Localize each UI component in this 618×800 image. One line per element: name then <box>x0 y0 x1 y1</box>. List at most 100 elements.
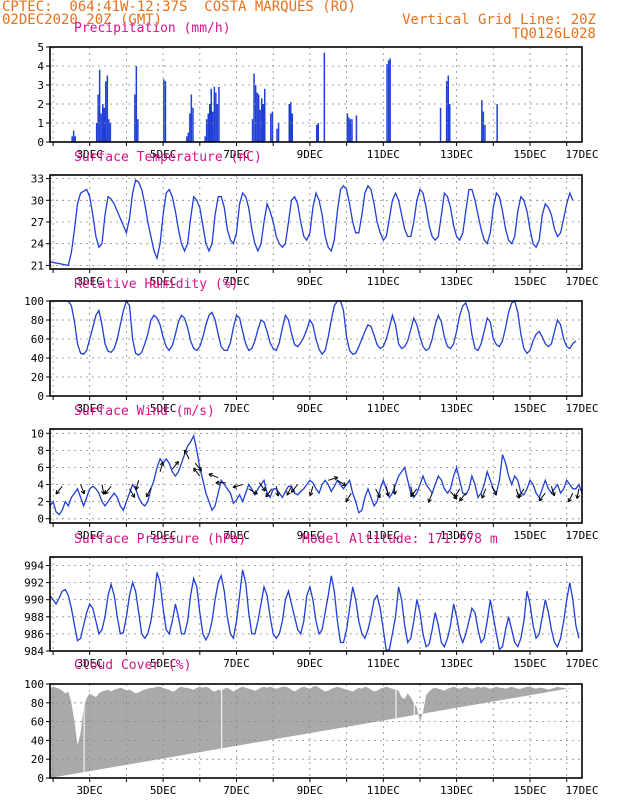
wind-arrow <box>518 488 525 498</box>
y-tick-label: 27 <box>31 216 44 229</box>
precip-bar <box>276 128 278 142</box>
wind-arrowhead <box>200 467 202 472</box>
wind-arrow <box>538 492 546 502</box>
panel-title: Cloud Cover (%) <box>74 658 191 673</box>
x-tick-label: 5DEC <box>150 275 177 288</box>
precip-bar <box>439 107 442 142</box>
precip-bar <box>349 119 352 142</box>
wind-arrowhead <box>177 461 179 466</box>
precip-bar <box>190 94 193 142</box>
precip-bar <box>74 136 76 142</box>
wind-arrowhead <box>575 494 578 499</box>
y-tick-label: 984 <box>24 645 44 658</box>
wind-arrow <box>275 486 279 497</box>
wind-arrow <box>258 482 266 492</box>
panel-title: Precipitation (mm/h) <box>74 21 231 36</box>
y-tick-label: 100 <box>24 295 44 308</box>
precip-bar <box>496 104 498 142</box>
wind-arrowhead <box>385 492 389 497</box>
wind-arrowhead <box>568 499 572 503</box>
wind-arrowhead <box>135 486 139 491</box>
precip-bar <box>482 111 485 142</box>
precip-bar <box>105 81 107 142</box>
x-tick-label: 11DEC <box>367 657 400 670</box>
x-tick-label: 9DEC <box>297 784 324 797</box>
x-tick-label: 17DEC <box>565 148 598 161</box>
precip-bar <box>205 119 208 142</box>
y-tick-label: 8 <box>37 444 44 457</box>
cloud-gap <box>83 686 85 776</box>
precip-bar <box>445 81 448 142</box>
wind-arrowhead <box>459 496 461 501</box>
y-tick-label: 4 <box>37 60 44 73</box>
wind-arrowhead <box>215 482 220 486</box>
wind-arrowhead <box>538 498 543 502</box>
wind-arrow <box>454 488 461 498</box>
wind-arrowhead <box>345 499 350 503</box>
precip-bar <box>262 104 264 142</box>
precip-bar <box>254 85 257 142</box>
vertical-grid-line-note: Vertical Grid Line: 20Z <box>402 12 596 28</box>
wind-arrow <box>328 476 338 481</box>
y-tick-label: 0 <box>37 513 44 526</box>
precip-bar <box>389 58 391 142</box>
wind-arrowhead <box>387 492 390 497</box>
x-tick-label: 15DEC <box>513 402 546 415</box>
precip-bar <box>351 119 353 142</box>
series-line <box>49 569 580 653</box>
wind-arrowhead <box>551 492 555 497</box>
wind-arrow <box>55 485 63 495</box>
x-tick-label: 17DEC <box>565 784 598 797</box>
precip-bar <box>447 75 449 142</box>
wind-arrowhead <box>193 467 198 471</box>
x-tick-label: 9DEC <box>297 148 324 161</box>
cloud-cover-area <box>50 685 573 778</box>
y-tick-label: 3 <box>37 79 44 92</box>
precip-bar <box>288 104 290 142</box>
x-tick-label: 11DEC <box>367 784 400 797</box>
x-tick-label: 5DEC <box>150 529 177 542</box>
x-tick-label: 13DEC <box>440 657 473 670</box>
precip-bar <box>316 124 318 142</box>
wind-arrowhead <box>481 494 483 499</box>
precip-bar <box>187 132 190 142</box>
precip-bar <box>164 81 167 142</box>
panel-frame <box>49 683 583 779</box>
wind-arrow <box>550 486 555 496</box>
series-line <box>49 433 583 516</box>
y-tick-label: 5 <box>37 41 44 54</box>
precip-bar <box>355 115 358 142</box>
wind-arrowhead <box>261 488 266 492</box>
precip-bar <box>449 104 451 142</box>
precip-bar <box>213 86 216 142</box>
x-tick-label: 11DEC <box>367 402 400 415</box>
y-tick-label: 994 <box>24 560 44 573</box>
wind-arrow <box>385 486 389 497</box>
wind-arrowhead <box>333 476 338 478</box>
wind-arrow <box>410 488 418 497</box>
x-tick-label: 9DEC <box>297 402 324 415</box>
panel-title: Relative Humidity (%) <box>74 277 238 292</box>
wind-arrowhead <box>538 496 541 501</box>
wind-arrow <box>129 488 136 498</box>
precip-bar <box>251 119 254 142</box>
x-tick-label: 7DEC <box>223 529 250 542</box>
precip-bar <box>348 117 350 142</box>
station-header: CPTEC: 064:41W-12:37S COSTA MARQUES (RO) <box>2 0 357 15</box>
x-tick-label: 13DEC <box>440 148 473 161</box>
wind-arrowhead <box>197 468 202 472</box>
precip-bar <box>72 130 75 142</box>
x-tick-label: 3DEC <box>76 784 103 797</box>
y-tick-label: 992 <box>24 577 44 590</box>
wind-arrow <box>337 479 347 487</box>
wind-arrowhead <box>232 484 237 488</box>
x-tick-label: 17DEC <box>565 275 598 288</box>
wind-arrow <box>193 467 201 477</box>
y-tick-label: 100 <box>24 678 44 691</box>
x-tick-label: 15DEC <box>513 275 546 288</box>
wind-arrow <box>265 488 273 498</box>
wind-arrowhead <box>553 491 556 496</box>
wind-arrowhead <box>428 499 432 503</box>
precip-bar <box>98 69 101 142</box>
